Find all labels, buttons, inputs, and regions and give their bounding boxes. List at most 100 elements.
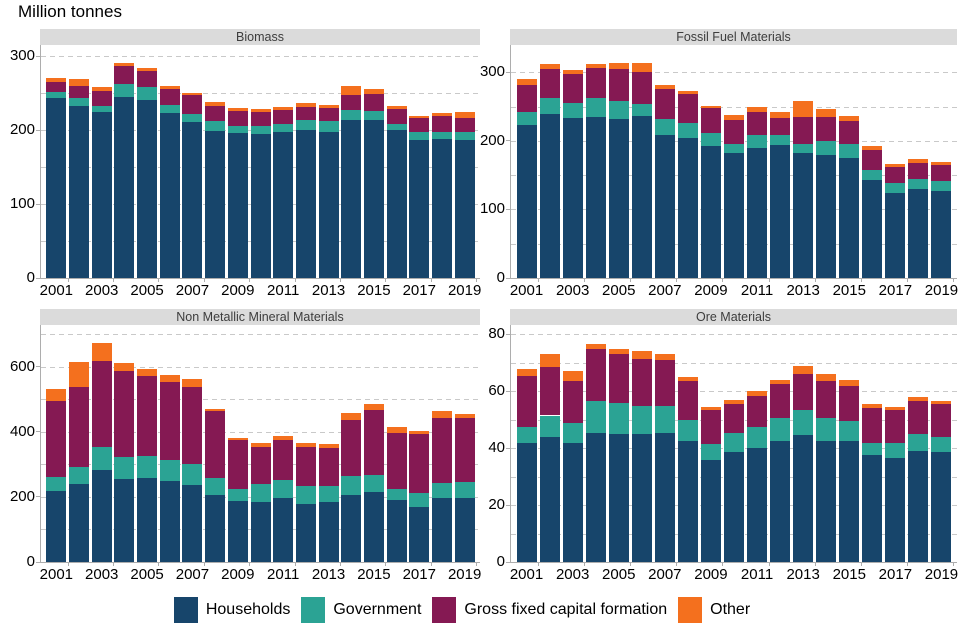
bar-segment-households-2004	[114, 96, 135, 278]
plot-fossil-fuel-materials: 0 100 200 300 2001 2003 2005 2007 2009 2011 2013 20…	[480, 45, 958, 299]
bar-segment-households-2013	[793, 435, 814, 562]
bar-segment-households-2013	[318, 501, 339, 562]
bar-segment-other-2014	[341, 412, 362, 420]
y-axis-label: 0	[496, 553, 505, 570]
bar-segment-households-2002	[539, 436, 560, 562]
x-axis-tick	[430, 562, 432, 566]
legend-label-households: Households	[205, 601, 291, 618]
bar-segment-government-2016	[386, 488, 407, 501]
bar-segment-households-2014	[816, 155, 837, 278]
bar-segment-households-2001	[516, 442, 537, 562]
bar-segment-government-2012	[295, 120, 316, 131]
bar-segment-government-2014	[816, 140, 837, 156]
bar-segment-gross-fixed-capital-formation-2003	[91, 360, 112, 447]
bar-segment-other-2003	[91, 343, 112, 361]
bar-segment-other-2004	[585, 344, 606, 349]
x-axis-tick	[339, 278, 341, 282]
bar-segment-other-2005	[137, 67, 158, 71]
legend-swatch-gross-fixed-capital-formation	[432, 597, 457, 623]
bar-segment-government-2014	[341, 110, 362, 120]
x-axis-label: 2005	[130, 282, 164, 299]
bar-segment-other-2002	[539, 354, 560, 368]
x-axis-label: 2007	[648, 566, 682, 583]
bar-segment-gross-fixed-capital-formation-2001	[516, 375, 537, 427]
bar-segment-other-2015	[839, 115, 860, 122]
bar-segment-other-2002	[69, 362, 90, 387]
x-axis-tick	[430, 278, 432, 282]
y-axis-tick	[36, 203, 40, 205]
y-axis-tick	[506, 208, 510, 210]
x-axis-tick	[860, 278, 862, 282]
bar-segment-other-2014	[816, 108, 837, 117]
bar-segment-other-2008	[205, 101, 226, 106]
bar-segment-households-2005	[608, 433, 629, 562]
bar-segment-households-2016	[862, 455, 883, 562]
gridline	[41, 93, 480, 95]
bar-segment-gross-fixed-capital-formation-2005	[608, 69, 629, 101]
bar-segment-gross-fixed-capital-formation-2005	[608, 354, 629, 403]
bar-segment-households-2008	[677, 441, 698, 562]
bar-segment-other-2012	[295, 103, 316, 108]
bar-segment-gross-fixed-capital-formation-2018	[431, 418, 452, 483]
bar-segment-households-2006	[631, 433, 652, 562]
bar-segment-gross-fixed-capital-formation-2012	[295, 447, 316, 487]
bar-segment-gross-fixed-capital-formation-2006	[159, 381, 180, 461]
bar-segment-households-2009	[227, 133, 248, 278]
x-axis-label: 2005	[602, 282, 636, 299]
bar-segment-households-2008	[205, 130, 226, 278]
bar-segment-other-2002	[69, 79, 90, 86]
x-axis-tick	[158, 278, 160, 282]
bar-segment-gross-fixed-capital-formation-2008	[677, 93, 698, 124]
bar-segment-households-2015	[363, 120, 384, 278]
bar-segment-government-2004	[114, 456, 135, 479]
bar-segment-gross-fixed-capital-formation-2009	[227, 110, 248, 126]
x-axis-label: 2017	[878, 282, 913, 299]
bar-segment-households-2012	[770, 145, 791, 278]
y-axis-label: 40	[488, 439, 505, 457]
bar-segment-gross-fixed-capital-formation-2003	[562, 381, 583, 423]
panel-non-metallic-mineral-materials: Non Metallic Mineral Materials 0 200 400 60…	[4, 309, 481, 583]
x-axis-tick	[953, 562, 954, 566]
bar-segment-government-2004	[585, 401, 606, 433]
bar-segment-government-2009	[227, 489, 248, 502]
bar-segment-households-2011	[273, 497, 294, 562]
bar-segment-government-2007	[654, 119, 675, 135]
bar-segment-other-2010	[250, 109, 271, 113]
bar-segment-government-2018	[431, 482, 452, 498]
bar-segment-households-2017	[885, 458, 906, 562]
y-axis-tick	[36, 561, 40, 563]
bar-segment-government-2016	[862, 169, 883, 181]
y-axis-label: 100	[479, 200, 505, 218]
gridline	[41, 334, 480, 336]
bar-segment-other-2006	[159, 85, 180, 90]
legend-item-households: Households	[173, 597, 291, 623]
bar-segment-other-2005	[608, 348, 629, 355]
bar-segment-gross-fixed-capital-formation-2016	[386, 108, 407, 125]
x-axis-label: 2019	[447, 282, 482, 299]
bar-segment-other-2007	[654, 84, 675, 89]
bar-segment-other-2004	[114, 62, 135, 67]
x-axis-tick	[906, 278, 908, 282]
bar-segment-other-2003	[562, 70, 583, 74]
panel-title-ore-materials: Ore Materials	[510, 309, 957, 325]
x-axis-label: 2001	[509, 282, 544, 299]
bar-segment-other-2013	[318, 443, 339, 449]
legend-label-gross-fixed-capital-formation: Gross fixed capital formation	[464, 601, 668, 618]
bar-segment-households-2007	[654, 134, 675, 278]
x-axis-label: 2011	[740, 566, 774, 583]
legend-swatch-government	[301, 597, 326, 623]
bar-segment-government-2007	[182, 113, 203, 122]
y-axis-tick	[506, 71, 510, 73]
bar-segment-government-2002	[539, 98, 560, 114]
bar-segment-households-2007	[654, 432, 675, 562]
bar-segment-gross-fixed-capital-formation-2009	[700, 409, 721, 444]
x-axis-label: 2009	[694, 282, 728, 299]
panel-ore-materials: Ore Materials 0 20 40 60 80 2001 2003 2005 2007 2…	[474, 309, 958, 583]
x-axis-label: 2015	[357, 566, 391, 583]
bar-segment-gross-fixed-capital-formation-2013	[793, 116, 814, 144]
bar-segment-other-2014	[341, 86, 362, 95]
y-axis-label: 60	[488, 382, 505, 400]
bar-segment-government-2018	[908, 179, 929, 189]
bar-segment-gross-fixed-capital-formation-2014	[341, 94, 362, 111]
bar-segment-other-2006	[631, 351, 652, 359]
